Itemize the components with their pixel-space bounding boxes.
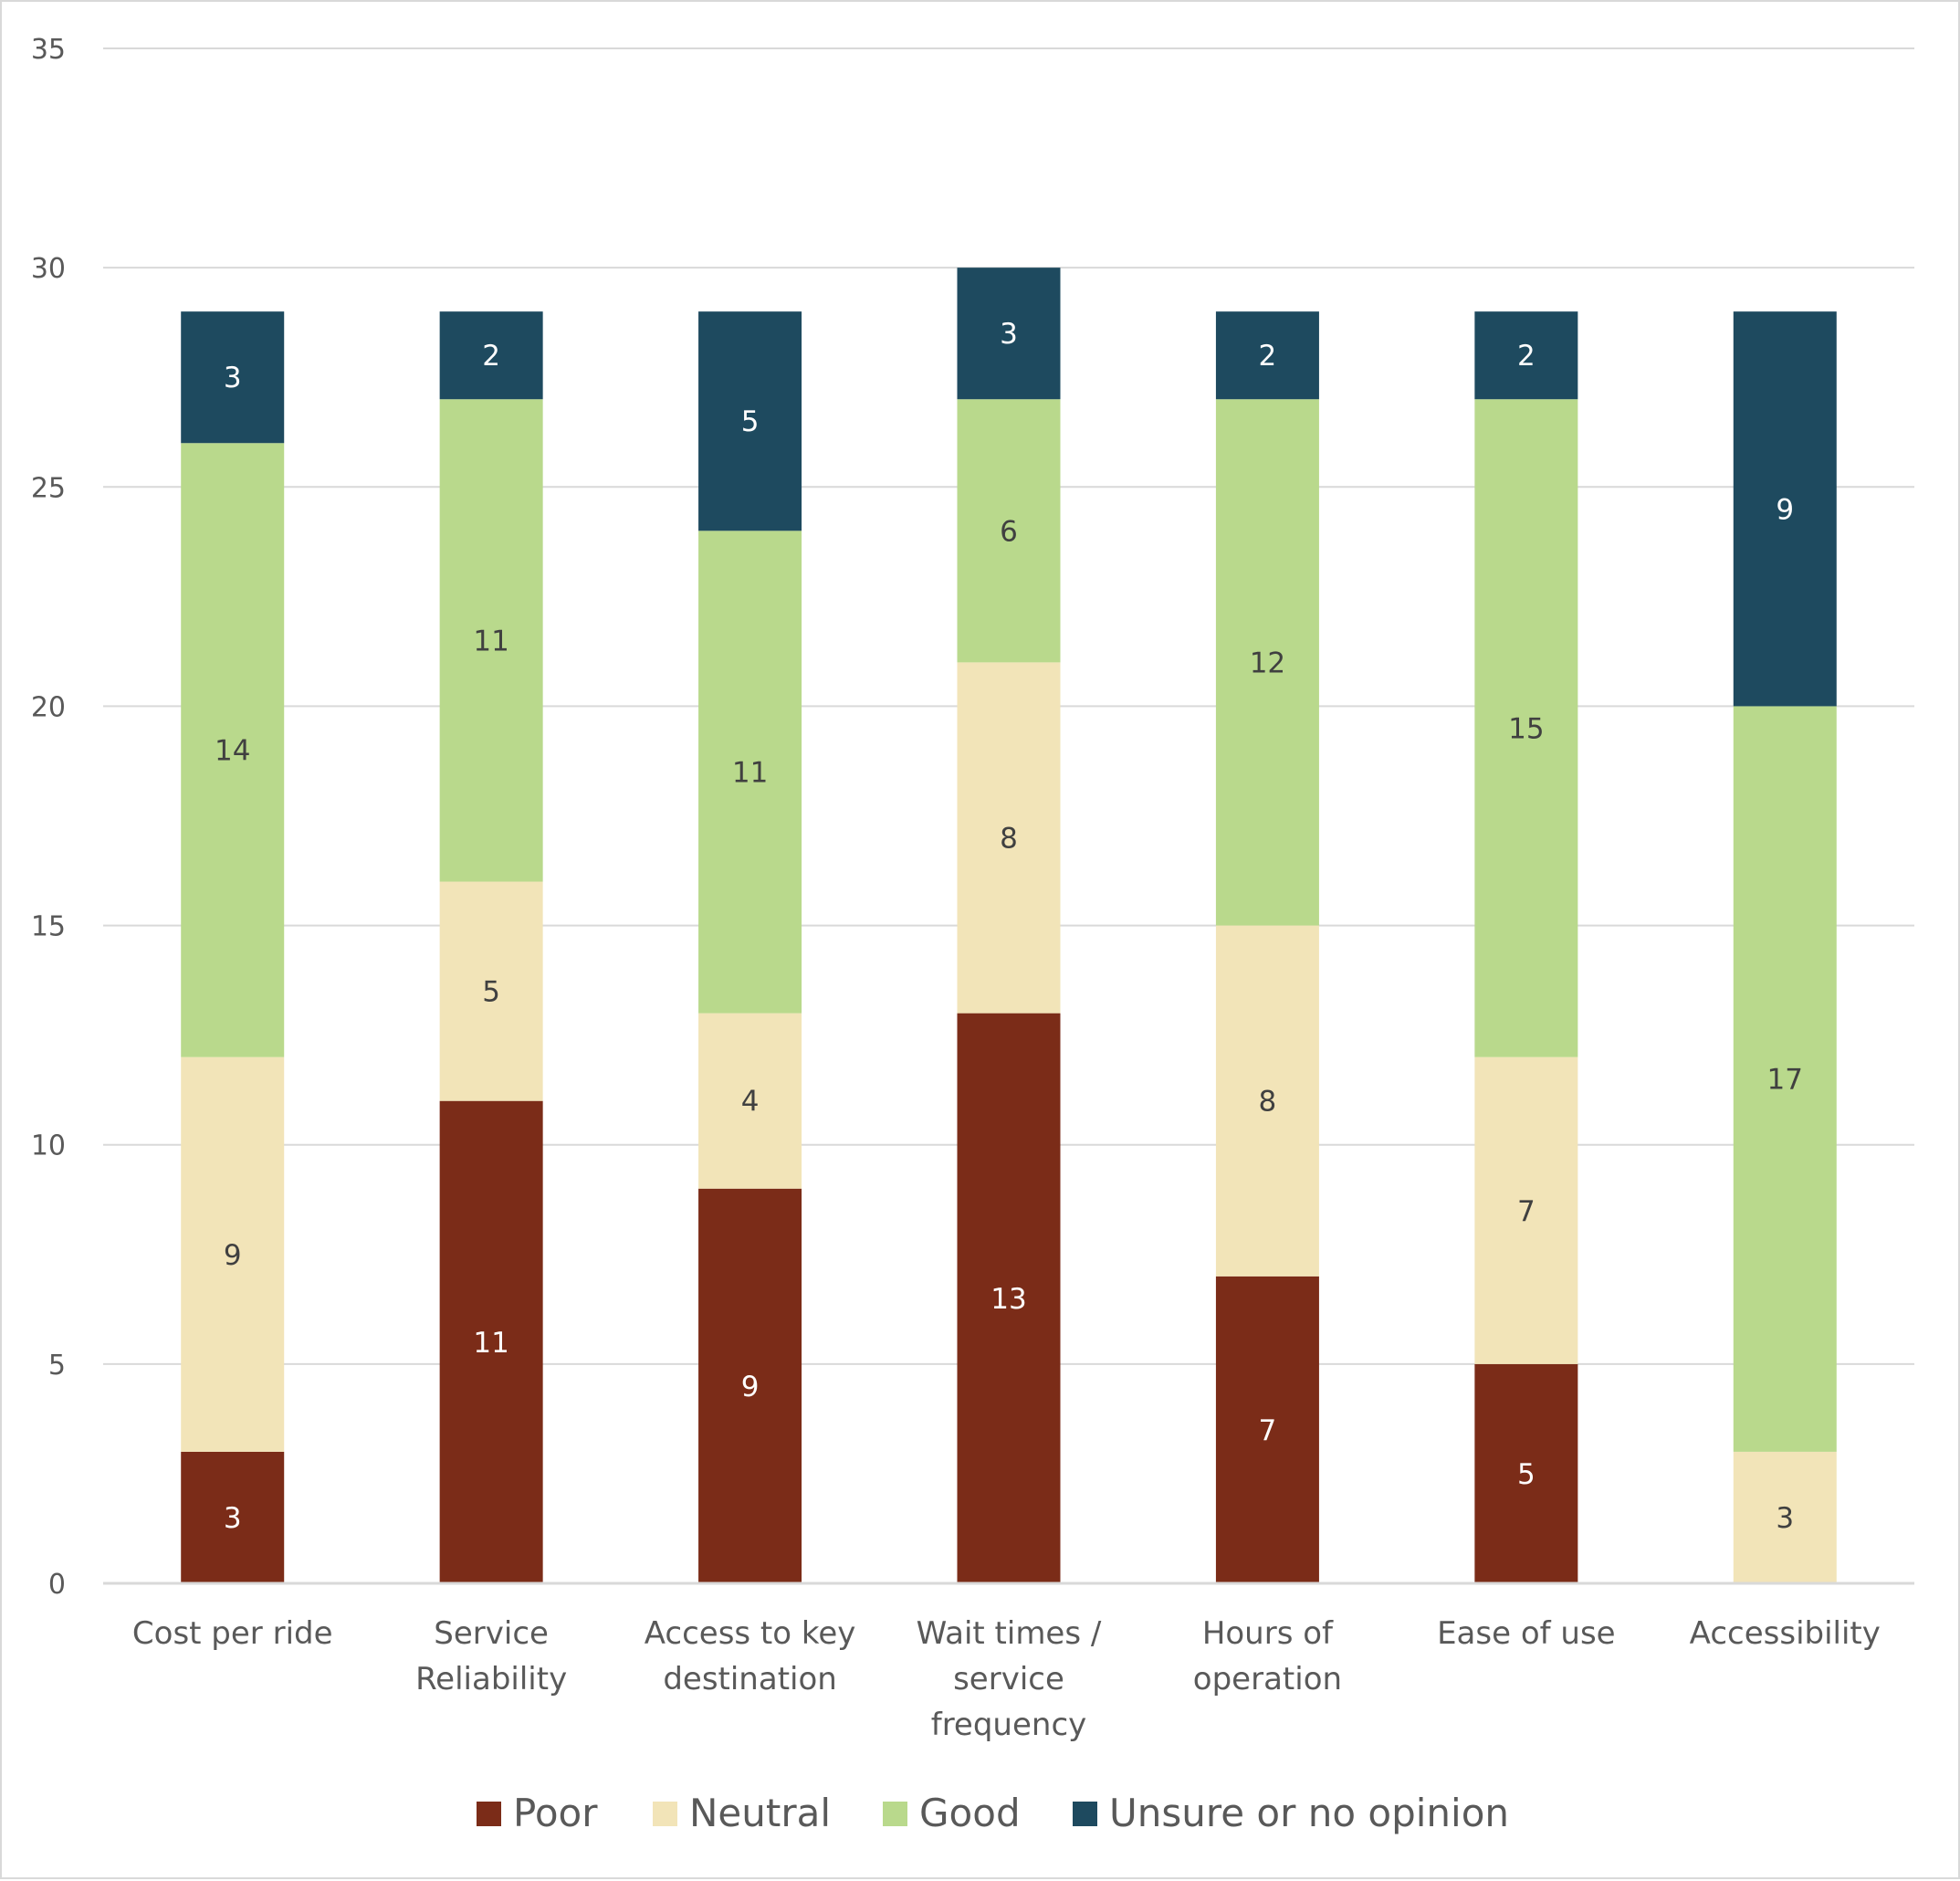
bar-segment bbox=[698, 311, 802, 531]
data-label: 5 bbox=[741, 405, 760, 438]
data-label: 3 bbox=[224, 1502, 242, 1535]
data-label: 12 bbox=[1250, 646, 1285, 679]
data-label: 9 bbox=[1776, 493, 1794, 526]
legend-swatch bbox=[1073, 1802, 1097, 1826]
x-tick-label: Access to key bbox=[645, 1615, 856, 1652]
bar-segment bbox=[439, 311, 543, 400]
bar-segment bbox=[957, 662, 1061, 1014]
data-label: 14 bbox=[215, 734, 250, 767]
y-tick-label: 15 bbox=[31, 911, 66, 943]
legend-swatch bbox=[653, 1802, 677, 1826]
bar-segment bbox=[181, 1056, 285, 1452]
bar-segment bbox=[957, 399, 1061, 663]
bar-segment bbox=[181, 311, 285, 444]
data-label: 7 bbox=[1259, 1414, 1277, 1447]
bar-segment bbox=[181, 1451, 285, 1583]
bar-segment bbox=[1474, 311, 1578, 400]
legend-swatch bbox=[883, 1802, 907, 1826]
data-label: 11 bbox=[732, 756, 768, 789]
bar-segment bbox=[698, 531, 802, 1014]
bar-segment bbox=[1474, 399, 1578, 1057]
data-label: 17 bbox=[1767, 1064, 1803, 1097]
bar-segment bbox=[439, 1100, 543, 1583]
y-tick-label: 0 bbox=[48, 1569, 66, 1601]
x-tick-label: Cost per ride bbox=[132, 1615, 333, 1652]
x-tick-label: frequency bbox=[931, 1707, 1087, 1743]
legend-label: Unsure or no opinion bbox=[1109, 1791, 1509, 1835]
x-tick-label: Service bbox=[434, 1615, 549, 1652]
y-tick-label: 5 bbox=[48, 1350, 66, 1382]
bar-segment bbox=[1733, 1451, 1837, 1583]
bar-segment bbox=[698, 1188, 802, 1583]
bar-segment bbox=[698, 1013, 802, 1189]
bar-segment bbox=[181, 443, 285, 1057]
data-label: 13 bbox=[990, 1283, 1026, 1316]
data-label: 3 bbox=[1776, 1502, 1794, 1535]
data-label: 3 bbox=[224, 362, 242, 394]
bar-segment bbox=[1474, 1056, 1578, 1364]
data-label: 8 bbox=[1000, 823, 1018, 856]
legend-label: Good bbox=[919, 1791, 1021, 1835]
legend-swatch bbox=[477, 1802, 501, 1826]
data-label: 3 bbox=[1000, 318, 1018, 351]
data-label: 2 bbox=[1517, 340, 1536, 373]
y-tick-label: 25 bbox=[31, 472, 66, 504]
data-label: 11 bbox=[473, 1327, 508, 1360]
x-tick-label: destination bbox=[663, 1661, 837, 1697]
y-tick-label: 20 bbox=[31, 691, 66, 723]
bar-segment bbox=[1474, 1363, 1578, 1583]
y-tick-label: 30 bbox=[31, 253, 66, 285]
bar-segment bbox=[957, 1013, 1061, 1583]
bar-segment bbox=[1215, 399, 1319, 926]
bar-segment bbox=[957, 268, 1061, 400]
x-tick-label: Wait times / bbox=[917, 1615, 1102, 1652]
data-label: 2 bbox=[482, 340, 500, 373]
bar-segment bbox=[1215, 1276, 1319, 1583]
bar-segment bbox=[439, 881, 543, 1101]
data-label: 8 bbox=[1259, 1086, 1277, 1119]
bar-segment bbox=[1733, 706, 1837, 1452]
bar-segment bbox=[1733, 311, 1837, 707]
bar-segment bbox=[1215, 311, 1319, 400]
x-tick-label: Reliability bbox=[415, 1661, 567, 1697]
data-label: 7 bbox=[1517, 1195, 1536, 1228]
data-label: 5 bbox=[482, 976, 500, 1009]
legend-label: Neutral bbox=[689, 1791, 831, 1835]
data-label: 6 bbox=[1000, 515, 1018, 548]
x-tick-label: Hours of bbox=[1202, 1615, 1334, 1652]
x-tick-label: Accessibility bbox=[1690, 1615, 1881, 1652]
bar-segment bbox=[1215, 925, 1319, 1277]
y-tick-label: 35 bbox=[31, 34, 66, 66]
x-tick-label: Ease of use bbox=[1437, 1615, 1616, 1652]
data-label: 4 bbox=[741, 1086, 760, 1119]
data-label: 9 bbox=[224, 1239, 242, 1272]
x-tick-label: operation bbox=[1193, 1661, 1342, 1697]
x-tick-label: service bbox=[953, 1661, 1064, 1697]
data-label: 9 bbox=[741, 1371, 760, 1403]
data-label: 11 bbox=[473, 625, 508, 657]
legend-label: Poor bbox=[513, 1791, 598, 1835]
data-label: 5 bbox=[1517, 1458, 1536, 1491]
data-label: 2 bbox=[1259, 340, 1277, 373]
bar-segment bbox=[439, 399, 543, 882]
y-tick-label: 10 bbox=[31, 1130, 66, 1162]
data-label: 15 bbox=[1508, 712, 1544, 745]
